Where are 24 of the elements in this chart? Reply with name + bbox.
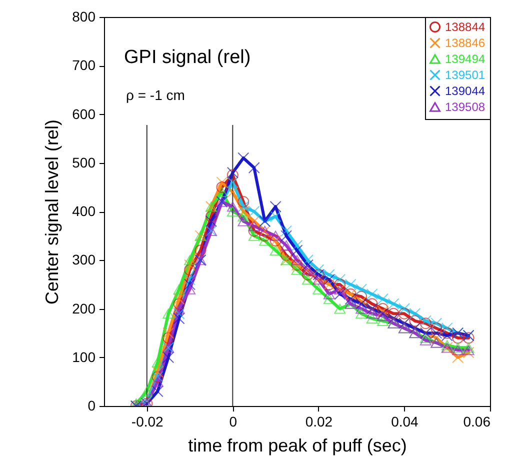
- y-tick-label: 700: [72, 57, 96, 74]
- legend-label: 139501: [445, 68, 486, 82]
- y-tick-label: 200: [72, 300, 96, 316]
- y-tick-label: 0: [88, 398, 96, 414]
- x-tick-label: 0.06: [463, 414, 491, 430]
- y-tick-label: 600: [72, 106, 96, 122]
- y-tick-label: 500: [72, 154, 96, 170]
- legend-label: 138844: [445, 20, 486, 34]
- y-axis-title: Center signal level (rel): [42, 119, 62, 305]
- y-tick-label: 800: [72, 8, 96, 24]
- y-tick-label: 100: [72, 348, 96, 365]
- legend-label: 139494: [445, 52, 486, 66]
- y-tick-label: 300: [72, 252, 96, 268]
- x-tick-label: 0.04: [391, 414, 419, 430]
- x-tick-label: 0: [229, 414, 238, 430]
- x-tick-label: -0.02: [131, 414, 164, 430]
- annotation: GPI signal (rel): [124, 47, 251, 68]
- legend-label: 139508: [445, 100, 486, 114]
- annotation: ρ = -1 cm: [126, 87, 185, 103]
- legend-label: 138846: [445, 36, 486, 50]
- y-tick-label: 400: [72, 203, 96, 219]
- x-axis-title: time from peak of puff (sec): [188, 436, 407, 456]
- x-tick-label: 0.02: [305, 414, 333, 430]
- legend-label: 139044: [445, 84, 486, 98]
